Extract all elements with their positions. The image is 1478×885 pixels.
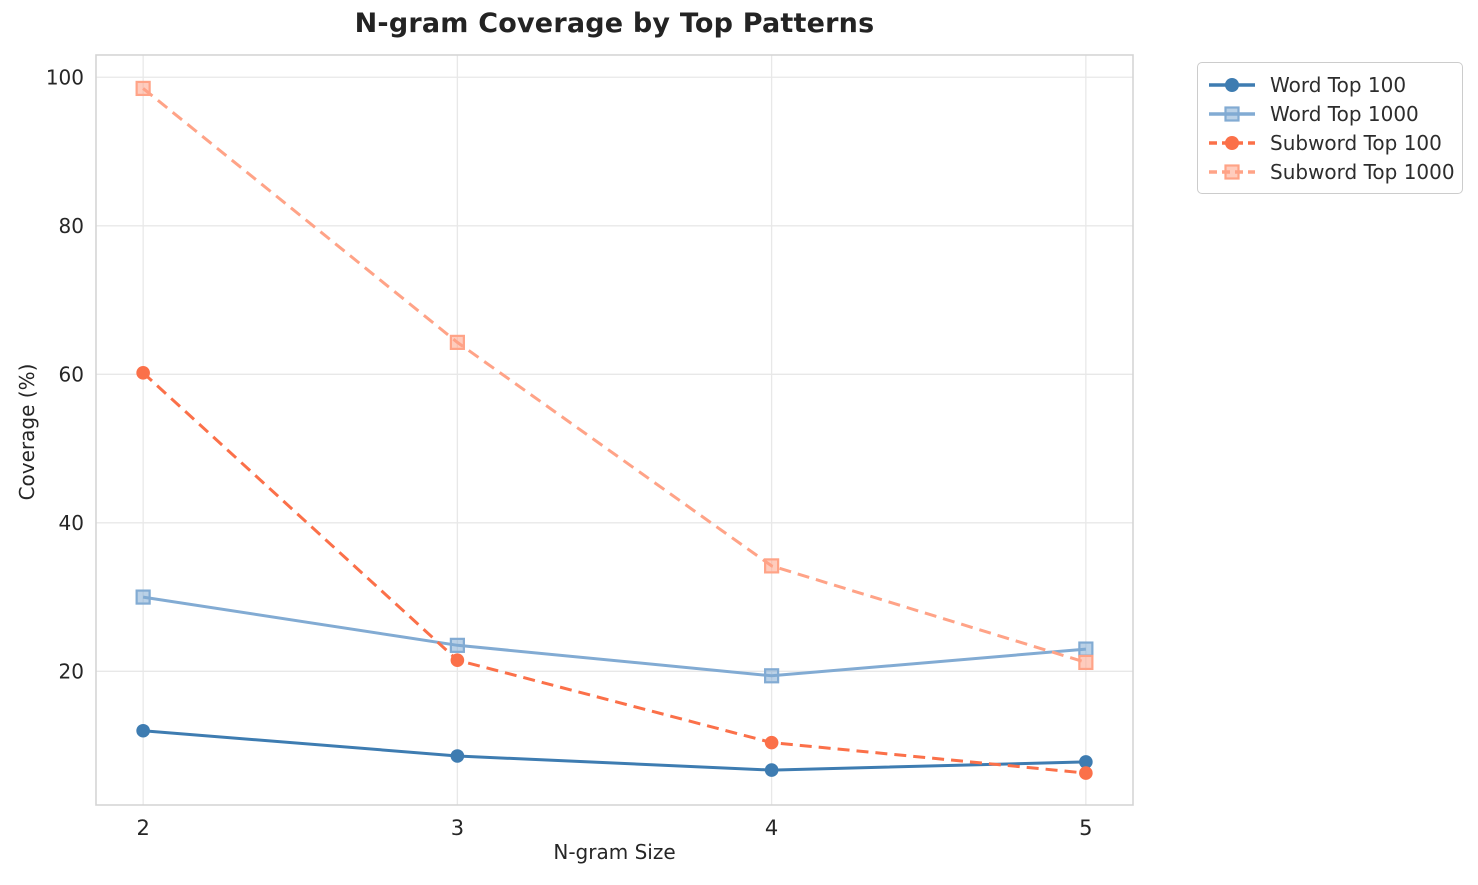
marker-word-top-1000-x2 — [135, 589, 151, 605]
legend-label: Subword Top 100 — [1270, 130, 1442, 155]
chart-title: N-gram Coverage by Top Patterns — [354, 8, 875, 39]
marker-word-top-100-x5 — [1079, 755, 1093, 769]
square-marker-icon — [1224, 105, 1240, 122]
y-tick-label-20: 20 — [59, 659, 84, 683]
marker-subword-top-100-x4 — [764, 735, 779, 750]
y-tick-label-60: 60 — [59, 362, 84, 386]
marker-word-top-100-x3 — [450, 749, 465, 763]
series-line-subword-top-1000 — [142, 87, 1087, 664]
circle-marker-icon — [1225, 77, 1239, 92]
marker-word-top-100-x2 — [136, 723, 150, 738]
marker-word-top-1000-x4 — [764, 668, 780, 684]
legend-swatch-word-top-1000 — [1209, 105, 1255, 122]
legend-item-subword-top-100: Subword Top 100 — [1208, 130, 1450, 155]
legend-item-word-top-1000: Word Top 1000 — [1208, 101, 1450, 126]
circle-marker-icon — [1225, 135, 1239, 150]
legend-label: Subword Top 1000 — [1270, 159, 1455, 184]
legend-item-subword-top-1000: Subword Top 1000 — [1208, 160, 1455, 184]
y-tick-label-40: 40 — [59, 511, 84, 535]
x-tick-label-4: 4 — [765, 816, 778, 840]
marker-word-top-1000-x3 — [449, 637, 465, 653]
marker-word-top-1000-x5 — [1078, 641, 1094, 657]
series-line-word-top-1000 — [142, 595, 1087, 678]
legend-label: Word Top 1000 — [1270, 101, 1419, 126]
x-tick-label-2: 2 — [136, 816, 149, 840]
marker-subword-top-100-x2 — [136, 366, 150, 380]
marker-word-top-100-x4 — [764, 763, 779, 777]
plot-border — [95, 54, 1134, 806]
square-marker-icon — [1224, 163, 1240, 180]
y-tick-label-80: 80 — [59, 214, 84, 238]
series-line-word-top-100 — [142, 729, 1086, 772]
plot-background — [96, 55, 1133, 805]
marker-subword-top-100-x5 — [1079, 766, 1093, 780]
marker-subword-top-1000-x4 — [764, 558, 780, 574]
legend: Word Top 100 Word Top 1000 Subword Top 100… — [1197, 62, 1463, 194]
x-axis-label: N-gram Size — [553, 840, 676, 864]
legend-swatch-word-top-100 — [1209, 77, 1255, 92]
series-line-subword-top-100 — [142, 371, 1087, 775]
legend-swatch-subword-top-1000 — [1209, 163, 1255, 180]
legend-item-word-top-100: Word Top 100 — [1208, 72, 1450, 97]
x-tick-label-3: 3 — [451, 816, 464, 840]
marker-subword-top-1000-x3 — [449, 334, 465, 350]
legend-label: Word Top 100 — [1270, 72, 1407, 97]
x-tick-label-5: 5 — [1079, 816, 1092, 840]
y-axis-label: Coverage (%) — [15, 363, 39, 501]
y-tick-label-100: 100 — [46, 65, 84, 89]
marker-subword-top-1000-x2 — [135, 80, 151, 97]
marker-subword-top-1000-x5 — [1078, 654, 1094, 671]
marker-subword-top-100-x3 — [450, 653, 465, 667]
legend-swatch-subword-top-100 — [1209, 135, 1255, 150]
